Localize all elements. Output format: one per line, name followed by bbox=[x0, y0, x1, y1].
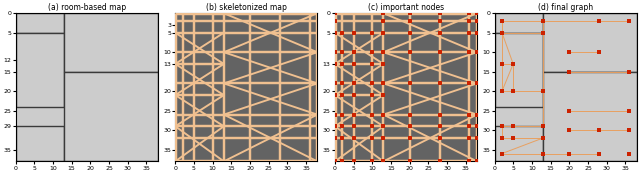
Title: (a) room-based map: (a) room-based map bbox=[47, 3, 125, 13]
Bar bbox=[15, 126, 64, 161]
Bar bbox=[543, 72, 637, 161]
Bar bbox=[495, 126, 543, 161]
Bar bbox=[495, 13, 543, 33]
Title: (d) final graph: (d) final graph bbox=[538, 3, 593, 13]
Bar bbox=[495, 33, 543, 107]
Bar bbox=[15, 13, 64, 33]
Bar bbox=[543, 13, 637, 72]
Bar bbox=[15, 33, 64, 107]
Bar bbox=[64, 72, 157, 161]
Bar bbox=[64, 13, 157, 72]
Title: (c) important nodes: (c) important nodes bbox=[368, 3, 444, 13]
Title: (b) skeletonized map: (b) skeletonized map bbox=[206, 3, 287, 13]
